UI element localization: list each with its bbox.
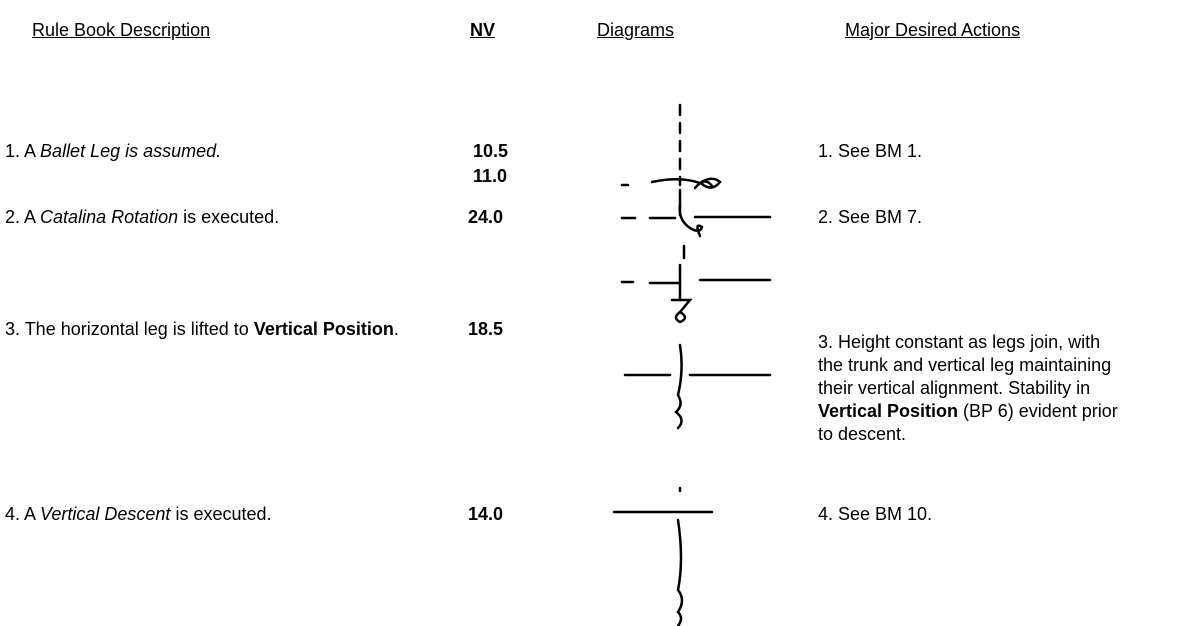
actions: 2. See BM 7.: [818, 206, 1118, 229]
description: 3. The horizontal leg is lifted to Verti…: [5, 318, 455, 341]
text-fragment: 4. See BM 10.: [818, 504, 933, 524]
description: 2. A Catalina Rotation is executed.: [5, 206, 455, 229]
text-fragment: is executed.: [178, 207, 280, 227]
nv-value: 10.5: [473, 141, 509, 161]
nv-value: 24.0: [468, 207, 504, 227]
text-fragment: 3. The horizontal leg is lifted to: [5, 319, 254, 339]
text-fragment: Ballet Leg is assumed.: [40, 141, 222, 161]
text-fragment: Vertical Descent: [40, 504, 171, 524]
description: 4. A Vertical Descent is executed.: [5, 503, 455, 526]
text-fragment: 2. A: [5, 207, 41, 227]
actions: 3. Height constant as legs join, with th…: [818, 331, 1118, 446]
text-fragment: Vertical Position: [253, 319, 394, 339]
text-fragment: is executed.: [170, 504, 272, 524]
description: 1. A Ballet Leg is assumed.: [5, 140, 455, 163]
text-fragment: 3. Height constant as legs join, with th…: [818, 332, 1112, 398]
column-header: NV: [470, 20, 496, 40]
text-fragment: 1. A: [5, 141, 41, 161]
text-fragment: .: [393, 319, 399, 339]
actions: 4. See BM 10.: [818, 503, 1118, 526]
nv-value: 14.0: [468, 504, 504, 524]
nv-value: 11.0: [473, 166, 508, 186]
text-fragment: Vertical Position: [818, 401, 959, 421]
text-fragment: (BP 6) evident prior to descent.: [818, 401, 1118, 444]
text-fragment: Catalina Rotation: [40, 207, 179, 227]
text-fragment: 1. See BM 1.: [818, 141, 923, 161]
column-header: Major Desired Actions: [845, 20, 1021, 40]
nv-value: 18.5: [468, 319, 504, 339]
column-header: Diagrams: [597, 20, 675, 40]
text-fragment: 4. A: [5, 504, 41, 524]
column-header: Rule Book Description: [32, 20, 211, 40]
actions: 1. See BM 1.: [818, 140, 1118, 163]
text-fragment: 2. See BM 7.: [818, 207, 923, 227]
